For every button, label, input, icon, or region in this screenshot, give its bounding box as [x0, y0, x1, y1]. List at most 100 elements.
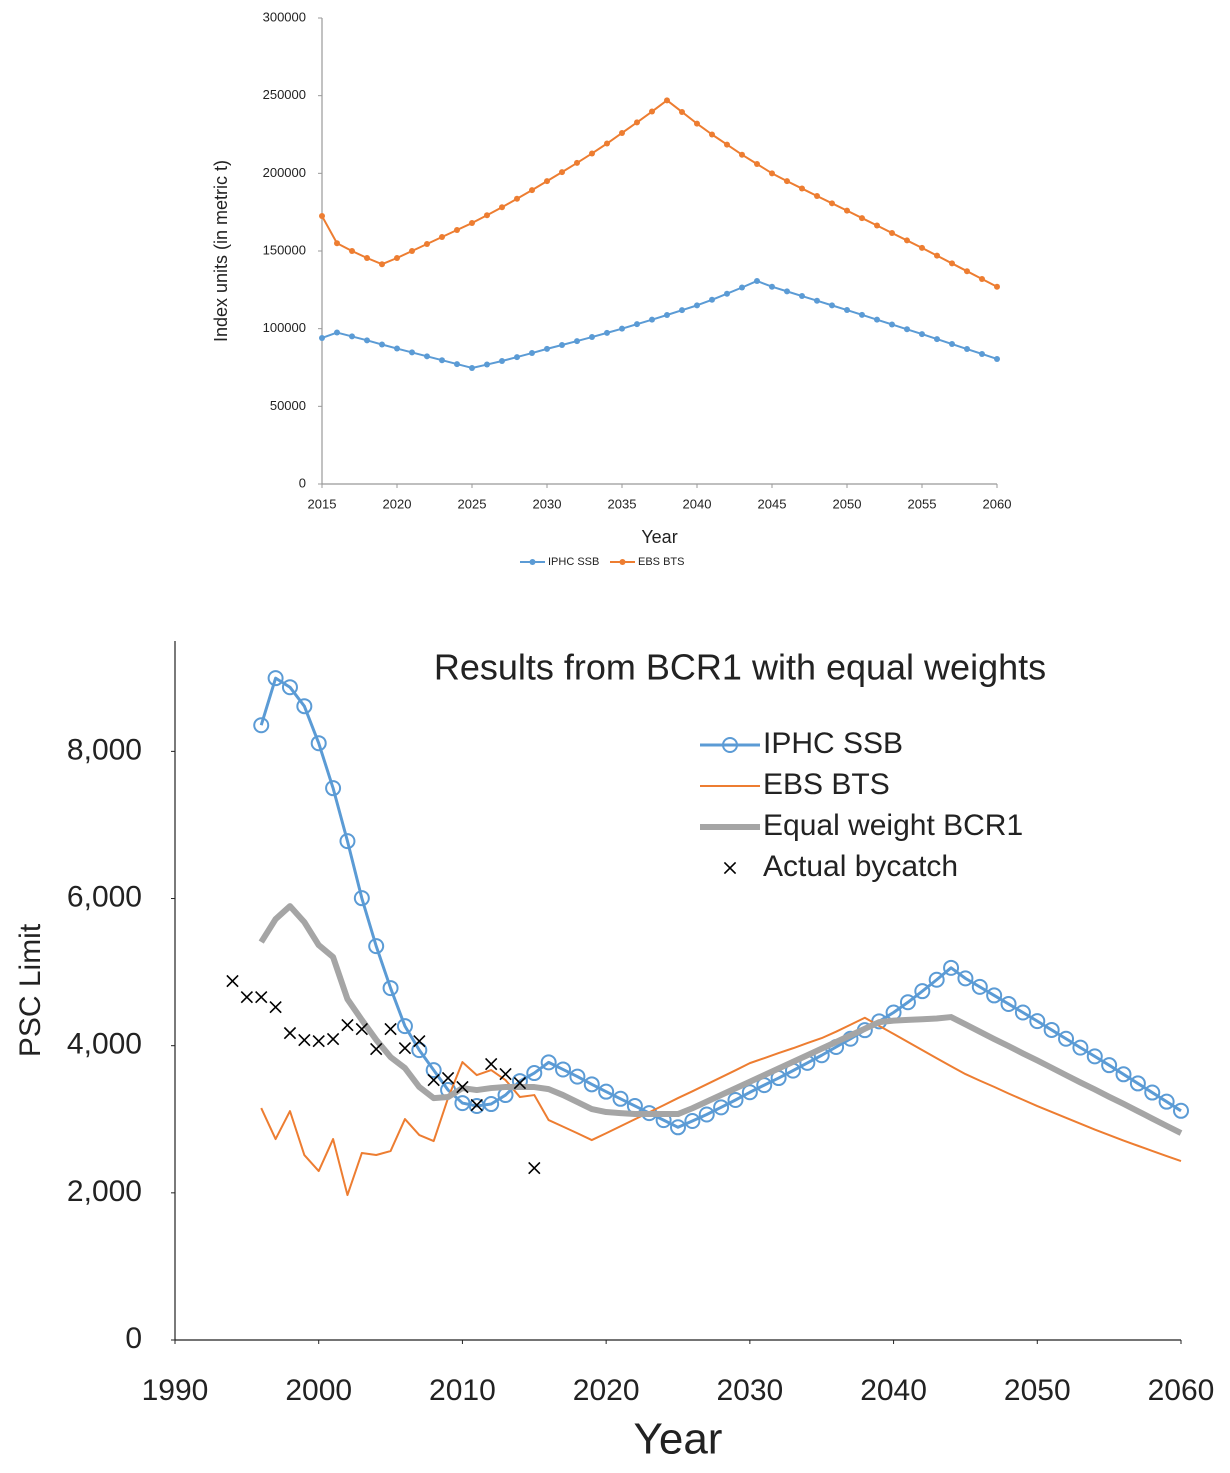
data-point — [484, 361, 490, 368]
data-point — [499, 204, 505, 211]
x-axis-label: Year — [641, 527, 677, 547]
data-point — [664, 97, 670, 104]
legend-label: EBS BTS — [638, 556, 684, 568]
data-point — [353, 890, 370, 907]
data-point — [814, 193, 820, 200]
data-point — [296, 698, 313, 715]
chart-title: Results from BCR1 with equal weights — [434, 647, 1046, 688]
data-point — [514, 195, 520, 202]
data-point — [904, 326, 910, 333]
data-point — [540, 1054, 557, 1071]
data-point — [604, 140, 610, 147]
data-point — [513, 1076, 527, 1090]
data-point — [971, 978, 988, 995]
data-point — [255, 990, 268, 1004]
data-point — [713, 1099, 730, 1116]
data-point — [943, 959, 960, 976]
data-point — [409, 349, 415, 356]
data-point — [1086, 1048, 1103, 1065]
data-point — [454, 361, 460, 368]
data-point — [574, 159, 580, 166]
data-point — [859, 215, 865, 222]
data-point — [724, 141, 730, 148]
y-tick-label: 0 — [125, 1322, 142, 1355]
data-point — [484, 212, 490, 219]
data-point — [529, 187, 535, 194]
data-point — [914, 983, 931, 1000]
data-point — [456, 1080, 469, 1094]
data-point — [370, 1042, 383, 1056]
data-point — [741, 1084, 758, 1101]
data-point — [634, 321, 640, 328]
data-point — [919, 244, 925, 251]
data-point — [559, 341, 565, 348]
data-point — [1072, 1039, 1089, 1056]
data-point — [529, 350, 535, 357]
legend-marker — [723, 861, 737, 875]
series-line — [258, 903, 1183, 1136]
data-point — [312, 1034, 325, 1048]
legend: IPHC SSB EBS BTS Equal weight BCR1 Actual b… — [700, 727, 1023, 883]
data-point — [589, 334, 595, 341]
y-tick-label: 4,000 — [67, 1028, 142, 1061]
data-point — [283, 1026, 297, 1040]
data-point — [799, 185, 805, 192]
data-point — [694, 120, 700, 127]
data-point — [670, 1119, 686, 1136]
data-point — [829, 302, 835, 309]
data-point — [634, 119, 640, 126]
data-point — [339, 833, 356, 850]
data-point — [859, 311, 865, 318]
data-point — [384, 1022, 397, 1036]
legend-label: Equal weight BCR1 — [763, 809, 1023, 842]
data-point — [1158, 1093, 1175, 1110]
data-point — [598, 1083, 615, 1100]
data-point — [739, 284, 745, 291]
data-point — [574, 338, 580, 345]
data-point — [334, 329, 340, 336]
data-point — [957, 970, 974, 987]
y-axis-label: PSC Limit — [14, 923, 47, 1057]
data-point — [769, 283, 775, 290]
data-point — [904, 237, 910, 244]
legend-label: IPHC SSB — [763, 727, 903, 760]
data-point — [709, 131, 715, 138]
data-point — [986, 987, 1003, 1004]
legend-label: Actual bycatch — [763, 850, 958, 883]
data-point — [382, 980, 399, 997]
data-point — [425, 1062, 442, 1079]
data-point — [619, 325, 625, 332]
data-point — [544, 178, 550, 185]
data-point — [253, 717, 270, 734]
y-tick-label: 2,000 — [67, 1175, 142, 1208]
data-point — [1029, 1013, 1046, 1030]
data-point — [649, 108, 655, 115]
data-point — [679, 108, 685, 115]
x-tick-label: 2040 — [860, 1374, 927, 1407]
data-point — [698, 1106, 715, 1123]
y-tick-label: 150000 — [263, 242, 306, 257]
x-tick-label: 2000 — [285, 1374, 352, 1407]
data-point — [934, 252, 940, 259]
data-point — [364, 337, 370, 344]
data-point — [485, 1057, 498, 1071]
y-tick-label: 300000 — [263, 9, 306, 24]
legend-marker — [619, 559, 626, 565]
x-tick-label: 2045 — [758, 496, 787, 511]
data-point — [784, 178, 790, 185]
data-point — [949, 260, 955, 267]
data-point — [240, 990, 254, 1004]
x-tick-label: 2060 — [1148, 1374, 1215, 1407]
data-point — [964, 346, 970, 353]
data-point — [364, 254, 370, 261]
data-point — [325, 780, 342, 797]
data-point — [326, 1032, 340, 1046]
data-point — [1173, 1102, 1189, 1119]
chart: 0 2,000 4,000 6,000 8,000 1990 2000 2010 2020 203… — [14, 641, 1214, 1464]
data-point — [874, 316, 880, 323]
data-point — [544, 345, 550, 352]
y-tick-label: 50000 — [270, 398, 306, 413]
data-point — [889, 321, 895, 328]
data-point — [709, 296, 715, 303]
data-point — [899, 994, 916, 1011]
